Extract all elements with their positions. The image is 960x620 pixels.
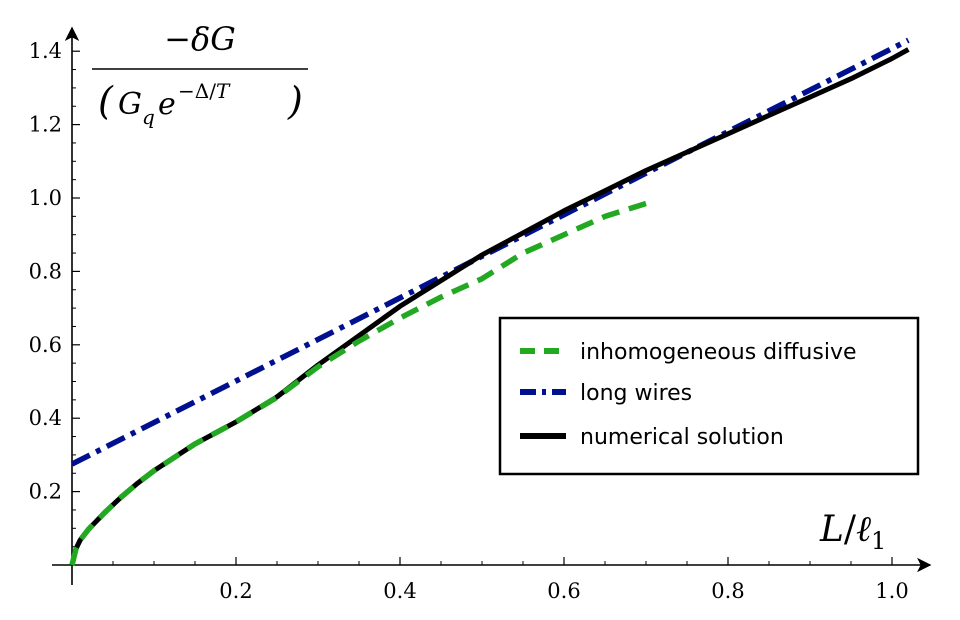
svg-text:L/ℓ1: L/ℓ1 <box>819 509 886 555</box>
svg-text:e: e <box>158 87 176 122</box>
legend-label-long-wires: long wires <box>580 381 692 406</box>
x-axis-label: L/ℓ1 <box>819 509 886 555</box>
x-tick-label: 0.6 <box>547 579 580 603</box>
y-tick-label: 0.8 <box>29 259 62 283</box>
legend: inhomogeneous diffusive long wires numer… <box>498 316 920 476</box>
y-tick-label: 0.6 <box>29 333 62 357</box>
svg-text:): ) <box>287 79 303 123</box>
y-axis-label: −δG ( G q e −Δ/T ) <box>92 20 308 129</box>
x-ticks: 0.2 0.4 0.6 0.8 1.0 <box>112 557 909 603</box>
svg-text:G: G <box>118 87 142 122</box>
series-layer <box>69 37 910 566</box>
series-line-numerical-solution <box>69 47 910 566</box>
series-line-inhomogeneous-diffusive <box>69 200 647 566</box>
x-tick-label: 0.8 <box>711 579 744 603</box>
y-tick-label: 0.4 <box>29 406 62 430</box>
x-tick-label: 1.0 <box>875 579 908 603</box>
legend-label-numerical-solution: numerical solution <box>580 425 784 450</box>
x-tick-label: 0.2 <box>219 579 252 603</box>
y-tick-label: 0.2 <box>29 480 62 504</box>
svg-text:−Δ/T: −Δ/T <box>178 79 231 103</box>
y-ticks: 0.2 0.4 0.6 0.8 1.0 1.2 1.4 <box>29 39 80 548</box>
legend-box <box>498 316 920 476</box>
y-tick-label: 1.4 <box>29 39 62 63</box>
x-tick-label: 0.4 <box>383 579 416 603</box>
svg-text:q: q <box>142 105 155 129</box>
svg-text:(: ( <box>98 79 114 123</box>
y-tick-label: 1.0 <box>29 186 62 210</box>
svg-text:−δG: −δG <box>164 20 236 58</box>
legend-label-inhomogeneous-diffusive: inhomogeneous diffusive <box>580 340 857 365</box>
y-tick-label: 1.2 <box>29 113 62 137</box>
